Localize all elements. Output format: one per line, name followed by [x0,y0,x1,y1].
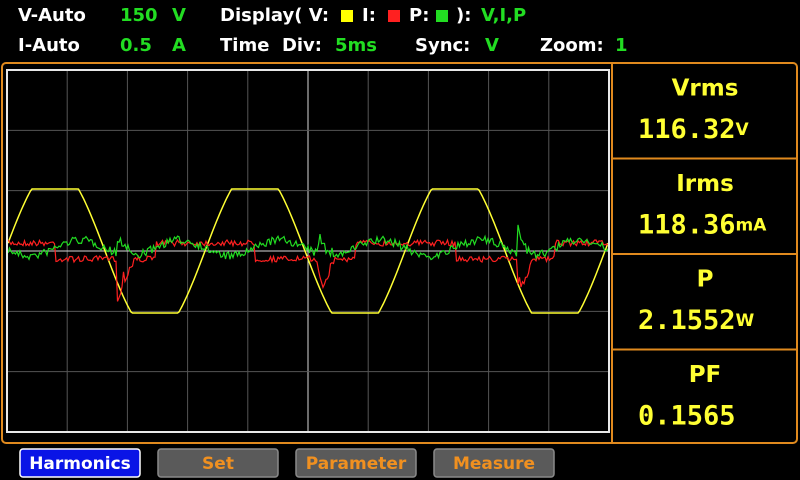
value: 116.32 [638,114,736,145]
voltage-range: 150 [120,5,158,26]
voltage-color-swatch [341,10,353,22]
button-face[interactable] [433,448,555,478]
display-value: V,I,P [481,5,526,26]
waveforms [7,188,609,314]
button-label[interactable]: Set [202,454,234,474]
unit: W [736,311,755,331]
measurement-value: 0.1565 [638,400,736,431]
sync-label: Sync: [415,35,470,56]
measurement-label: Vrms [672,76,739,102]
display-i: I: [362,5,376,26]
measurement-label: Irms [676,171,734,197]
button[interactable]: Parameter [295,448,417,478]
button-face[interactable] [19,448,141,478]
value: 118.36 [638,209,736,240]
voltage-range-label: V-Auto [18,5,86,26]
measurement-panel: Vrms 116.32V Irms 118.36mA P 2.1552W PF 0.1565 [612,76,797,431]
display-label: Display( V: [220,5,329,26]
power-color-swatch [436,10,448,22]
button[interactable]: Measure [433,448,555,478]
display-p: P: [409,5,429,26]
display-close: ): [456,5,471,26]
button[interactable]: Harmonics [19,448,141,478]
unit: mA [736,216,768,236]
voltage-unit: V [172,5,186,26]
current-range-label: I-Auto [18,35,80,56]
scope-border [6,69,610,433]
button-label[interactable]: Measure [453,454,535,474]
button[interactable]: Set [157,448,279,478]
time-div: 5ms [335,35,377,56]
measurement-label: P [697,267,714,293]
zoom-label: Zoom: [540,35,604,56]
button-face[interactable] [157,448,279,478]
current-range: 0.5 [120,35,152,56]
power-trace [7,224,609,261]
measurement-value: 118.36mA [638,209,767,240]
measurement-value: 2.1552W [638,305,755,336]
sync: V [485,35,499,56]
current-trace [7,237,609,302]
button-face[interactable] [295,448,417,478]
measurement-label: PF [689,362,722,388]
current-unit: A [172,35,186,56]
measurement-value: 116.32V [638,114,750,145]
button-label[interactable]: Harmonics [29,454,131,474]
button-label[interactable]: Parameter [306,454,407,474]
unit: V [736,120,750,140]
value: 0.1565 [638,400,736,431]
current-color-swatch [388,10,400,22]
button-bar: Harmonics Set Parameter Measure [19,448,555,478]
time-div-label: Time Div: [220,35,322,56]
value: 2.1552 [638,305,736,336]
zoom: 1 [615,35,628,56]
